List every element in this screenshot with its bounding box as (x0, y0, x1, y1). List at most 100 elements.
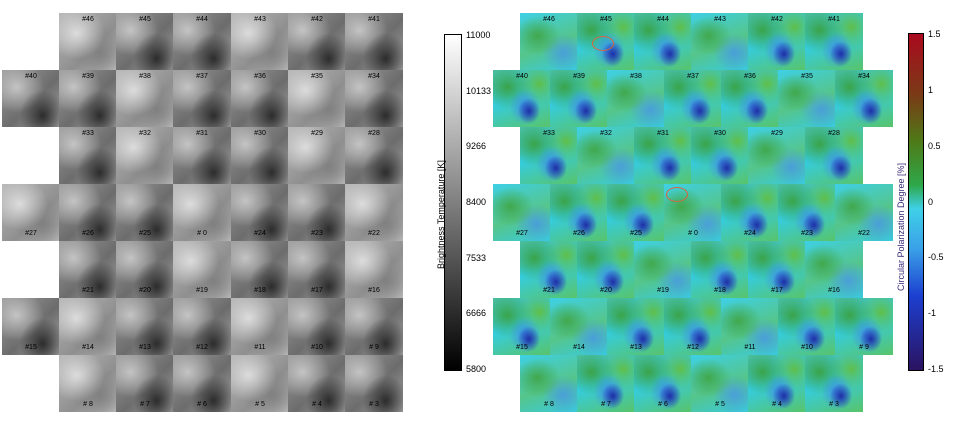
polarization-tile: #15 (493, 298, 551, 355)
polarization-tile: #46 (520, 13, 578, 70)
polarization-colorbar-label: Circular Polarization Degree [%] (896, 162, 906, 291)
polarization-tile-label: #19 (657, 287, 669, 294)
polarization-tile: #20 (577, 241, 635, 298)
brightness-tile: #42 (288, 13, 346, 70)
polarization-tick-label: 1.5 (928, 29, 941, 39)
polarization-tile-label: #20 (600, 287, 612, 294)
polarization-tile-label: #34 (858, 73, 870, 80)
polarization-tile-label: #39 (573, 73, 585, 80)
polarization-tick-label: 0 (928, 196, 934, 207)
brightness-tile: #41 (345, 13, 403, 70)
brightness-tile-label: #37 (196, 73, 208, 80)
polarization-tick-label: 0.5 (928, 140, 941, 151)
polarization-tile: #23 (778, 184, 836, 241)
brightness-tile: #29 (288, 127, 346, 184)
brightness-tile: #16 (345, 241, 403, 298)
polarization-tile: #45 (577, 13, 635, 70)
brightness-tile-label: # 7 (140, 401, 150, 408)
polarization-tile: #22 (835, 184, 893, 241)
brightness-tile: #21 (59, 241, 117, 298)
polarization-tile-label: #35 (801, 73, 813, 80)
brightness-tile-label: #36 (254, 73, 266, 80)
brightness-tile: #27 (2, 184, 60, 241)
polarization-tile: # 3 (805, 355, 863, 412)
polarization-tile: #29 (748, 127, 806, 184)
brightness-tile: #46 (59, 13, 117, 70)
polarization-tile: #33 (520, 127, 578, 184)
brightness-tile-label: # 9 (369, 344, 379, 351)
brightness-tile: #25 (116, 184, 174, 241)
brightness-tile: #22 (345, 184, 403, 241)
brightness-tile: #20 (116, 241, 174, 298)
brightness-tile: #40 (2, 70, 60, 127)
polarization-tile: # 7 (577, 355, 635, 412)
polarization-tile-label: #29 (771, 130, 783, 137)
brightness-mosaic: #46 #45 #44 #43 #42 #41 #40 #39 #38 #37 #36 #35 #34 #… (0, 0, 432, 432)
brightness-tile-label: #30 (254, 130, 266, 137)
brightness-tile: #44 (173, 13, 231, 70)
brightness-tile: #32 (116, 127, 174, 184)
brightness-tile: #10 (288, 298, 346, 355)
brightness-tile-label: #32 (139, 130, 151, 137)
polarization-tile: #18 (691, 241, 749, 298)
brightness-tile: #36 (231, 70, 289, 127)
polarization-tick-label: -0.5 (928, 252, 944, 263)
polarization-tile-label: #21 (543, 287, 555, 294)
polarization-tile-label: #31 (657, 130, 669, 137)
brightness-tick-label: 6666 (466, 308, 487, 319)
polarization-tile-label: #13 (630, 344, 642, 351)
brightness-tile-label: #42 (311, 16, 323, 23)
brightness-tile: #45 (116, 13, 174, 70)
brightness-tile-label: #35 (311, 73, 323, 80)
brightness-tile-label: #12 (196, 344, 208, 351)
polarization-tile-label: #24 (744, 230, 756, 237)
brightness-tile-label: # 5 (255, 401, 265, 408)
polarization-tile-label: # 6 (658, 401, 668, 408)
polarization-tile-label: #43 (714, 16, 726, 23)
brightness-tile: #35 (288, 70, 346, 127)
brightness-tile-label: #31 (196, 130, 208, 137)
polarization-tile: #25 (607, 184, 665, 241)
brightness-tile-label: #14 (82, 344, 94, 351)
brightness-tile: #23 (288, 184, 346, 241)
brightness-tile-label: #11 (254, 344, 266, 351)
brightness-tile-label: # 0 (197, 230, 207, 237)
polarization-tile-label: #36 (744, 73, 756, 80)
polarization-tile-label: #14 (573, 344, 585, 351)
brightness-tile-label: #15 (25, 344, 37, 351)
brightness-tile-label: #20 (139, 287, 151, 294)
polarization-tile: #39 (550, 70, 608, 127)
polarization-tile-label: #45 (600, 16, 612, 23)
polarization-tile-label: #18 (714, 287, 726, 294)
brightness-tile: #30 (231, 127, 289, 184)
polarization-tile-label: #15 (516, 344, 528, 351)
polarization-tile-label: #40 (516, 73, 528, 80)
brightness-tile: #18 (231, 241, 289, 298)
brightness-tile-label: #39 (82, 73, 94, 80)
brightness-tile: #26 (59, 184, 117, 241)
polarization-tile-label: #28 (828, 130, 840, 137)
brightness-tile-label: #28 (368, 130, 380, 137)
polarization-tile-label: #41 (828, 16, 840, 23)
brightness-tile-label: #43 (254, 16, 266, 23)
polarization-tile-label: #27 (516, 230, 528, 237)
brightness-tile: #38 (116, 70, 174, 127)
polarization-tile-label: #30 (714, 130, 726, 137)
polarization-tile: #36 (721, 70, 779, 127)
polarization-tile-label: # 5 (715, 401, 725, 408)
brightness-tile-label: #27 (25, 230, 37, 237)
polarization-tile: #38 (607, 70, 665, 127)
polarization-tile-label: # 8 (544, 401, 554, 408)
polarization-tile: #37 (664, 70, 722, 127)
brightness-tile: #13 (116, 298, 174, 355)
polarization-tile: #19 (634, 241, 692, 298)
brightness-tile-label: #13 (139, 344, 151, 351)
polarization-tile: #11 (721, 298, 779, 355)
brightness-tile: #14 (59, 298, 117, 355)
polarization-tile: #34 (835, 70, 893, 127)
brightness-tile: #37 (173, 70, 231, 127)
brightness-tick-label: 9266 (466, 141, 487, 152)
polarization-tile: #42 (748, 13, 806, 70)
polarization-tile: #17 (748, 241, 806, 298)
polarization-contour (666, 187, 688, 202)
